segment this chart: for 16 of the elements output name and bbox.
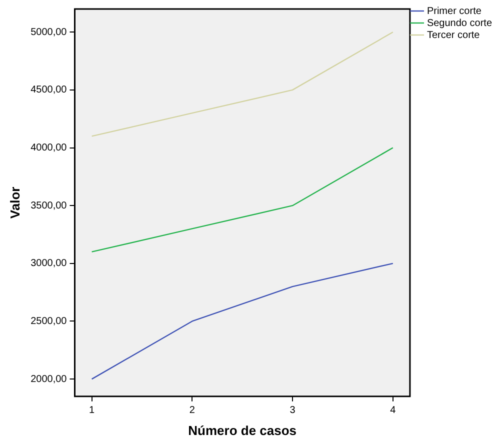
y-axis-title: Valor <box>7 186 22 219</box>
y-tick-label: 4000,00 <box>30 142 68 154</box>
y-tick-label: 3000,00 <box>30 258 68 270</box>
x-tick-label: 1 <box>89 405 96 416</box>
legend-label: Segundo corte <box>426 18 492 29</box>
y-tick-label: 4500,00 <box>30 84 68 96</box>
legend-label: Tercer corte <box>426 30 480 41</box>
x-tick-label: 3 <box>290 405 296 416</box>
x-tick-label: 2 <box>189 405 196 416</box>
y-tick-label: 3500,00 <box>30 200 68 212</box>
y-tick-label: 5000,00 <box>30 26 68 38</box>
legend-label: Primer corte <box>426 6 482 17</box>
x-axis-title: Número de casos <box>188 422 297 438</box>
y-tick-label: 2500,00 <box>30 316 68 327</box>
x-tick-label: 4 <box>390 405 396 416</box>
y-tick-label: 2000,00 <box>30 374 68 385</box>
